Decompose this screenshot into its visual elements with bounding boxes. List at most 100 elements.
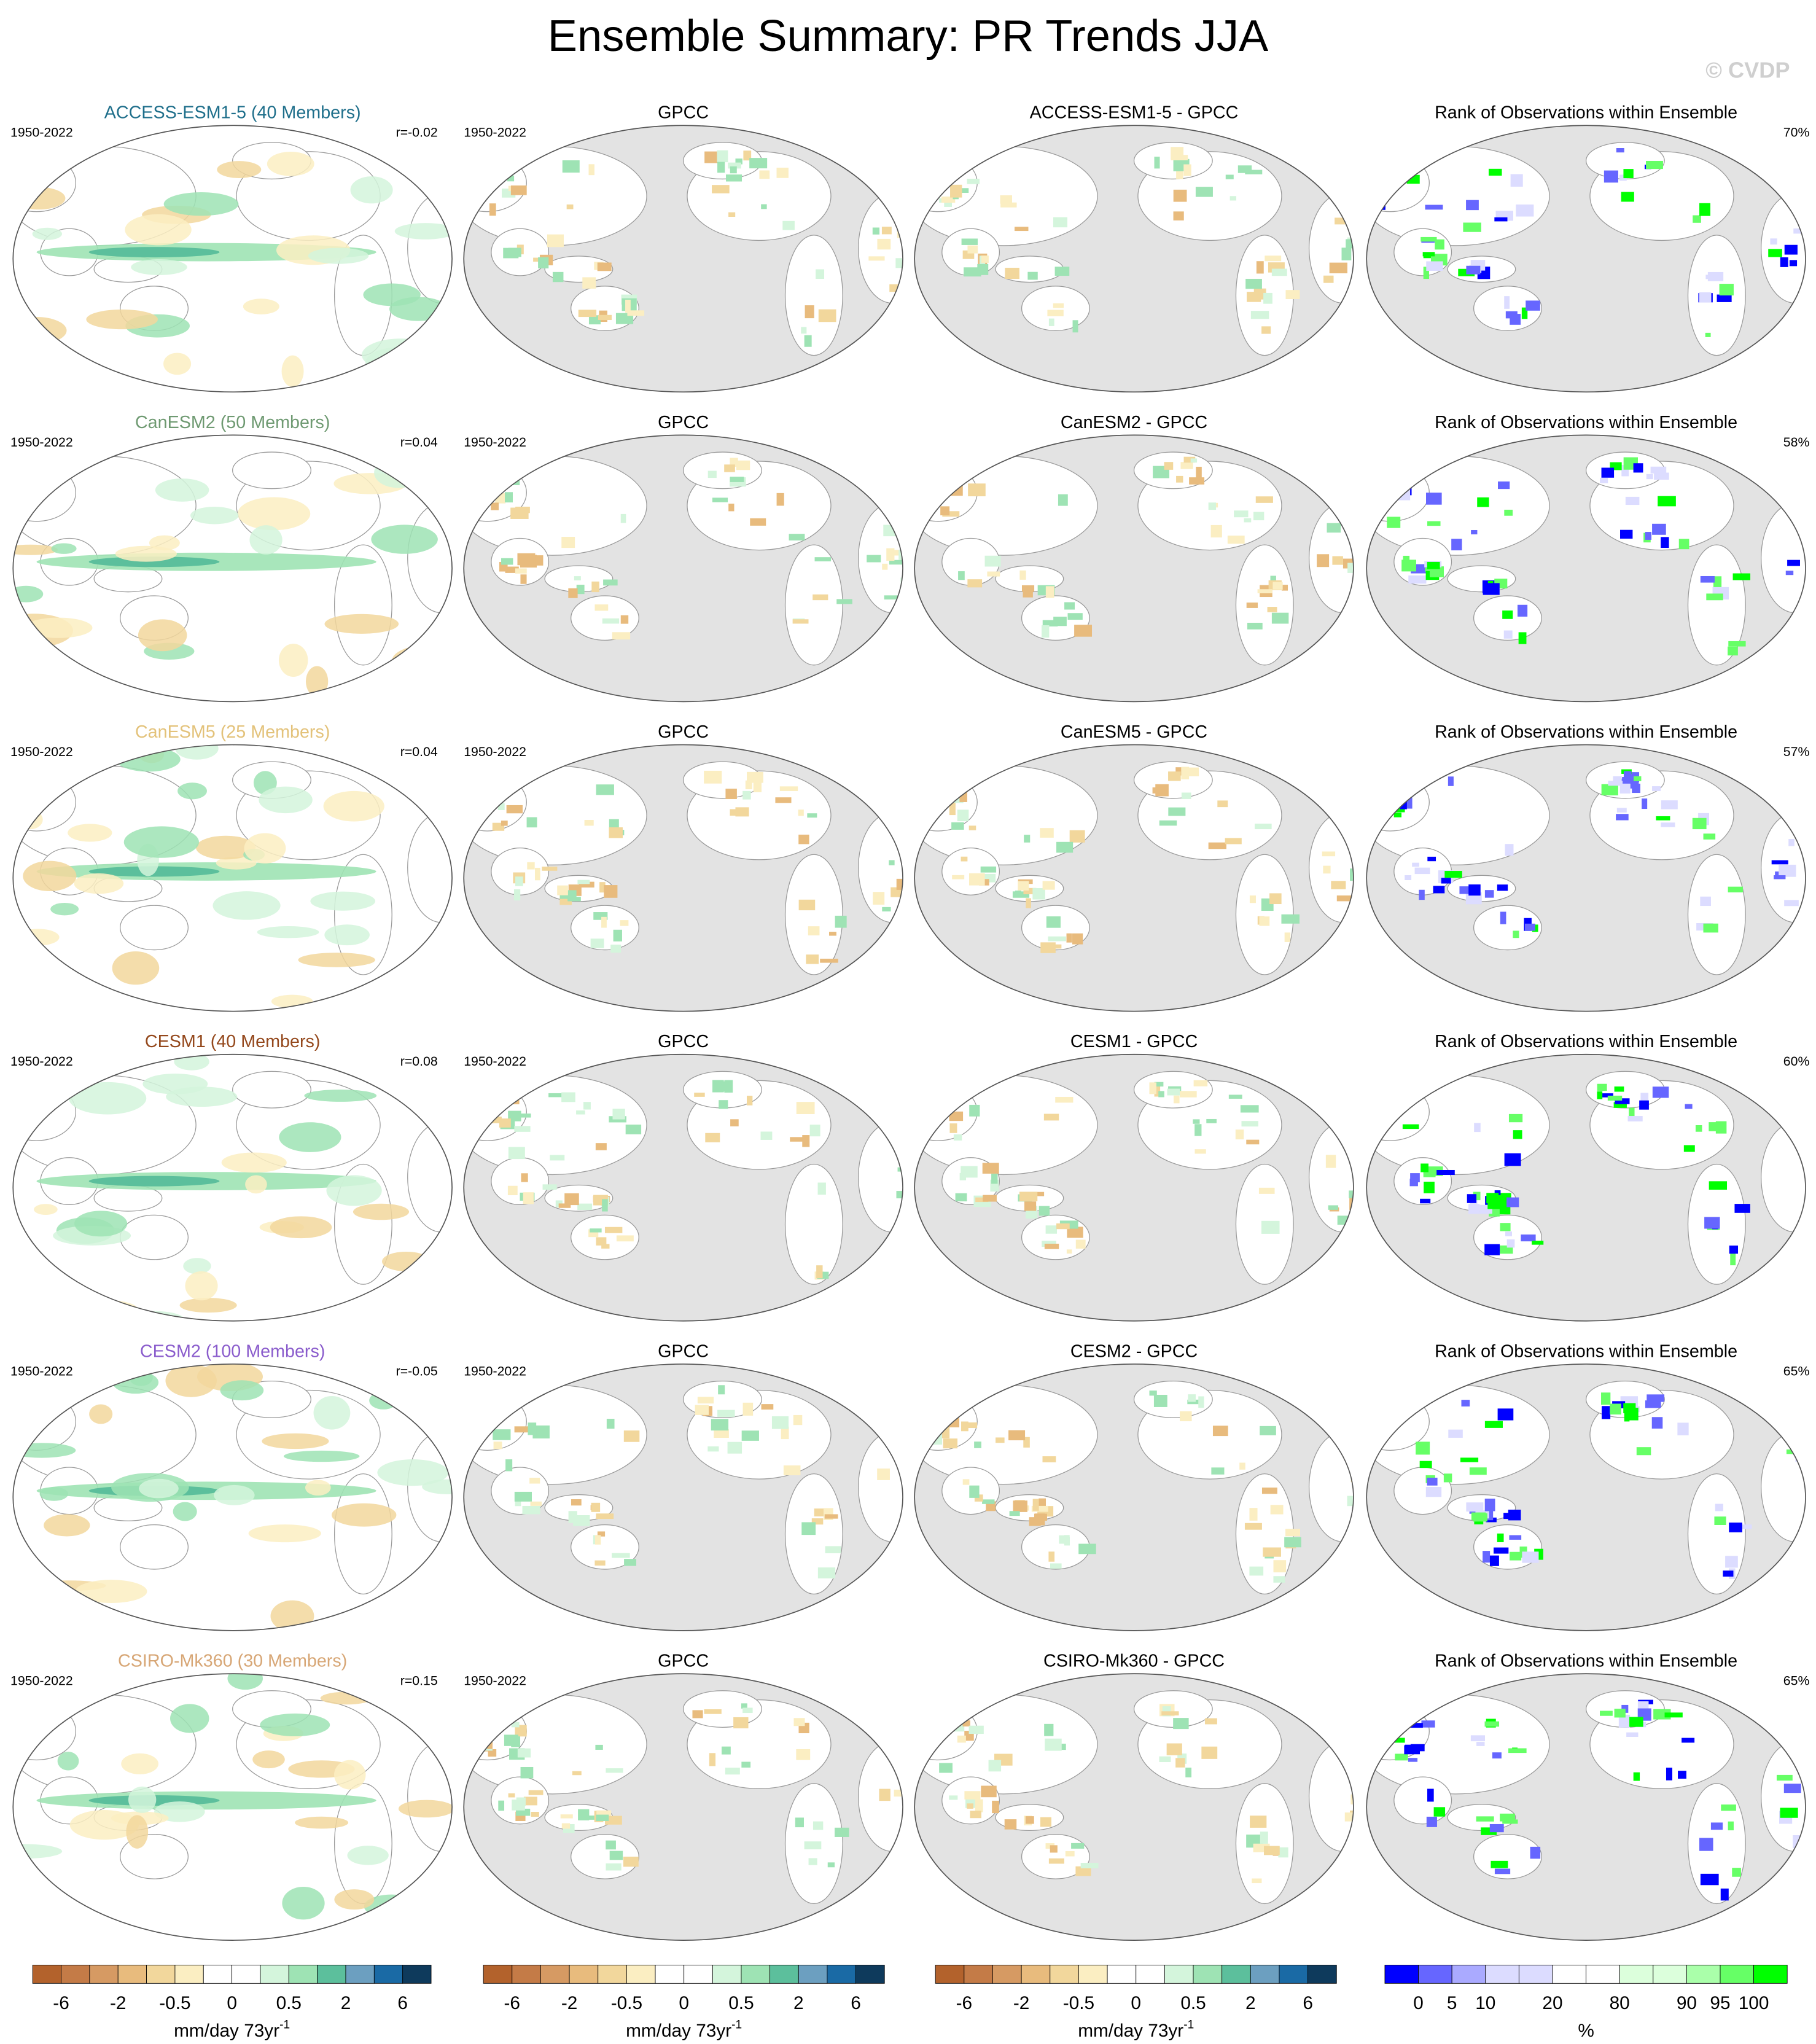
trend-cell — [1327, 523, 1341, 533]
trend-cell — [730, 166, 737, 174]
trend-cell — [968, 1725, 984, 1734]
trend-cell — [1285, 290, 1300, 299]
trend-cell — [601, 916, 607, 928]
trend-cell — [886, 548, 895, 561]
trend-cell — [1357, 1759, 1373, 1763]
trend-cell — [952, 875, 965, 880]
trend-cell — [1484, 1721, 1500, 1727]
colorbar-segment — [626, 1965, 656, 1984]
trend-cell — [1625, 496, 1640, 505]
trend-cell — [1154, 157, 1160, 169]
map-border — [463, 1363, 903, 1631]
trend-cell — [1477, 497, 1489, 507]
trend-cell — [1370, 1720, 1377, 1731]
colorbar-unit: mm/day 73yr-1 — [1078, 2018, 1194, 2040]
unit-text: mm/day 73yr — [1078, 2021, 1183, 2041]
trend-cell — [939, 1763, 953, 1773]
trend-blob — [74, 873, 124, 894]
trend-cell — [961, 1421, 968, 1432]
trend-cell — [818, 309, 836, 322]
trend-cell — [1069, 830, 1085, 843]
trend-cell — [469, 804, 486, 816]
trend-cell — [1502, 1819, 1518, 1824]
trend-cell — [510, 185, 527, 195]
colorbar-segment — [317, 1965, 346, 1984]
trend-cell — [804, 335, 812, 347]
trend-blob — [173, 1502, 197, 1521]
trend-cell — [1800, 905, 1806, 915]
trend-cell — [916, 1121, 925, 1133]
trend-cell — [1709, 1181, 1728, 1190]
trend-cell — [476, 1121, 486, 1129]
colorbar-segment — [203, 1965, 233, 1984]
trend-cell — [484, 170, 493, 181]
trend-cell — [1168, 771, 1181, 781]
map-border — [914, 1053, 1354, 1322]
trend-cell — [504, 492, 513, 503]
trend-cell — [896, 878, 903, 890]
trend-cell — [1522, 1551, 1539, 1563]
trend-cell — [940, 472, 946, 485]
trend-cell — [982, 1499, 995, 1504]
trend-cell — [1239, 1462, 1245, 1470]
trend-blob — [57, 1752, 79, 1771]
trend-cell — [1666, 1768, 1673, 1781]
trend-cell — [1048, 936, 1066, 942]
trend-cell — [1154, 1082, 1164, 1087]
trend-blob — [23, 860, 77, 891]
trend-cell — [1344, 1812, 1354, 1822]
trend-cell — [562, 160, 580, 173]
colorbar-label: 0 — [1131, 1993, 1141, 2013]
trend-blob — [334, 1760, 366, 1790]
trend-cell — [1774, 875, 1786, 880]
trend-blob — [13, 1443, 76, 1458]
trend-cell — [1707, 271, 1724, 281]
trend-cell — [578, 1809, 590, 1820]
trend-cell — [623, 1430, 640, 1442]
model-title: CESM1 (40 Members) — [145, 1032, 321, 1051]
trend-cell — [1056, 1223, 1070, 1230]
trend-cell — [967, 1803, 973, 1809]
continent — [914, 1384, 1098, 1485]
trend-blob — [347, 1846, 389, 1865]
trend-cell — [1278, 1847, 1288, 1858]
trend-cell — [1271, 612, 1289, 624]
colorbar-segment — [770, 1965, 799, 1984]
trend-cell — [1487, 1199, 1503, 1209]
trend-cell — [1149, 1391, 1157, 1396]
trend-cell — [1173, 211, 1184, 220]
trend-cell — [1043, 1114, 1059, 1121]
continent — [1393, 1467, 1452, 1515]
trend-cell — [1350, 868, 1354, 881]
trend-cell — [588, 164, 594, 176]
trend-cell — [558, 1203, 571, 1208]
watermark: © CVDP — [1705, 58, 1790, 83]
trend-cell — [1629, 1107, 1635, 1117]
map — [914, 1363, 1354, 1631]
trend-cell — [1350, 1794, 1354, 1804]
trend-cell — [836, 599, 852, 604]
trend-cell — [1183, 164, 1191, 176]
trend-cell — [1194, 1124, 1202, 1136]
trend-cell — [760, 1131, 773, 1140]
trend-cell — [808, 1858, 817, 1865]
trend-cell — [776, 167, 789, 178]
trend-cell — [806, 954, 819, 964]
trend-cell — [1024, 1201, 1037, 1211]
continent — [784, 544, 843, 666]
trend-cell — [1402, 1124, 1419, 1129]
trend-cell — [1470, 1735, 1485, 1742]
trend-cell — [835, 915, 847, 928]
trend-cell — [1285, 1529, 1300, 1537]
trend-cell — [1281, 585, 1288, 591]
trend-cell — [1459, 886, 1472, 894]
trend-cell — [1793, 228, 1804, 234]
trend-cell — [898, 212, 903, 224]
trend-cell — [1334, 559, 1342, 564]
trend-cell — [1513, 1130, 1522, 1139]
trend-blob — [259, 786, 313, 814]
trend-cell — [1039, 1206, 1050, 1216]
trend-cell — [1787, 560, 1800, 566]
trend-cell — [1005, 267, 1019, 279]
trend-cell — [1502, 610, 1513, 619]
